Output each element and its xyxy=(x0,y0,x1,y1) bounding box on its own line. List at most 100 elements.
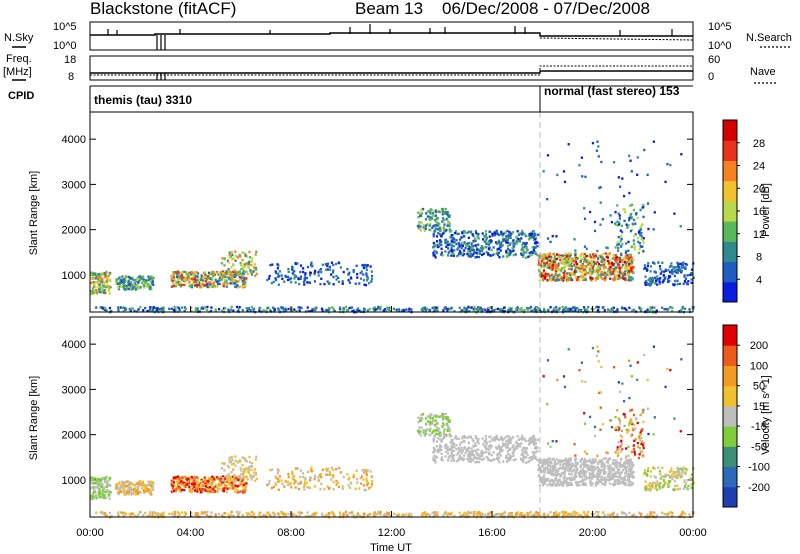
echo-cell xyxy=(507,247,510,251)
echo-cell xyxy=(229,272,232,275)
echo-cell xyxy=(203,489,206,492)
echo-cell xyxy=(522,460,525,463)
nsearch-tick-top: 10^5 xyxy=(708,21,732,33)
echo-cell xyxy=(523,437,526,441)
echo-cell xyxy=(287,275,290,279)
echo-cell xyxy=(98,272,101,276)
echo-cell xyxy=(435,440,439,443)
echo-cell xyxy=(241,273,244,277)
echo-cell xyxy=(571,514,575,518)
echo-cell xyxy=(644,283,647,286)
echo-cell xyxy=(599,223,602,226)
echo-cell xyxy=(234,250,237,253)
echo-cell xyxy=(320,476,323,479)
echo-cell xyxy=(370,482,374,486)
echo-cell xyxy=(217,484,220,487)
echo-cell xyxy=(417,420,420,424)
echo-cell xyxy=(220,467,224,470)
echo-cell xyxy=(180,478,184,482)
echo-cell xyxy=(199,487,203,490)
echo-cell xyxy=(652,228,655,231)
echo-cell xyxy=(475,232,478,235)
echo-cell xyxy=(601,273,604,276)
echo-cell xyxy=(136,280,139,284)
echo-cell xyxy=(252,471,256,474)
echo-cell xyxy=(291,470,294,474)
echo-cell xyxy=(502,437,505,440)
echo-cell xyxy=(549,252,552,255)
echo-cell xyxy=(676,271,680,274)
echo-cell xyxy=(309,271,312,275)
echo-cell xyxy=(172,284,176,288)
echo-cell xyxy=(622,194,626,198)
echo-cell xyxy=(614,210,617,214)
echo-cell xyxy=(139,510,142,514)
echo-cell xyxy=(589,253,592,256)
echo-cell xyxy=(484,233,488,236)
echo-cell xyxy=(481,437,484,440)
echo-cell xyxy=(485,242,489,245)
echo-cell xyxy=(624,210,627,214)
echo-cell xyxy=(236,461,239,464)
echo-cell xyxy=(450,439,453,442)
echo-cell xyxy=(620,259,624,262)
echo-cell xyxy=(472,309,475,312)
echo-cell xyxy=(517,237,520,241)
echo-cell xyxy=(590,267,593,271)
echo-cell xyxy=(614,254,617,257)
echo-cell xyxy=(673,274,676,278)
echo-cell xyxy=(127,275,130,279)
echo-cell xyxy=(536,245,539,248)
echo-cell xyxy=(569,252,572,255)
echo-cell xyxy=(593,260,596,264)
echo-cell xyxy=(152,276,155,280)
echo-cell xyxy=(446,243,450,247)
echo-cell xyxy=(447,429,450,432)
echo-cell xyxy=(366,484,369,487)
echo-cell xyxy=(191,489,194,492)
echo-cell xyxy=(596,264,599,268)
echo-cell xyxy=(103,486,106,490)
echo-cell xyxy=(435,240,439,243)
echo-cell xyxy=(466,447,469,451)
echo-cell xyxy=(123,284,127,287)
echo-cell xyxy=(306,265,310,269)
echo-cell xyxy=(681,262,684,265)
echo-cell xyxy=(537,308,540,312)
echo-cell xyxy=(291,512,294,515)
echo-cell xyxy=(508,515,512,518)
echo-cell xyxy=(507,236,510,240)
echo-cell xyxy=(254,479,257,482)
echo-cell xyxy=(434,256,437,259)
echo-cell xyxy=(603,309,606,312)
echo-cell xyxy=(575,270,578,273)
echo-cell xyxy=(211,481,214,485)
echo-cell xyxy=(348,511,351,515)
echo-cell xyxy=(127,483,131,487)
echo-cell xyxy=(525,306,529,310)
echo-cell xyxy=(424,429,427,432)
echo-cell xyxy=(335,467,338,471)
echo-cell xyxy=(445,218,448,221)
echo-cell xyxy=(438,431,441,435)
echo-cell xyxy=(320,307,324,310)
echo-cell xyxy=(134,283,137,286)
echo-cell xyxy=(672,283,676,287)
echo-cell xyxy=(416,224,420,228)
echo-cell xyxy=(506,229,509,233)
echo-cell xyxy=(272,512,275,515)
echo-cell xyxy=(506,449,509,453)
echo-cell xyxy=(282,512,285,516)
echo-cell xyxy=(277,477,280,481)
echo-cell xyxy=(135,277,138,281)
echo-cell xyxy=(339,266,342,269)
echo-cell xyxy=(536,253,539,257)
echo-cell xyxy=(448,250,451,253)
echo-cell xyxy=(313,476,316,479)
echo-cell xyxy=(365,471,368,474)
echo-cell xyxy=(600,258,603,261)
echo-cell xyxy=(177,484,180,487)
echo-cell xyxy=(426,420,429,423)
